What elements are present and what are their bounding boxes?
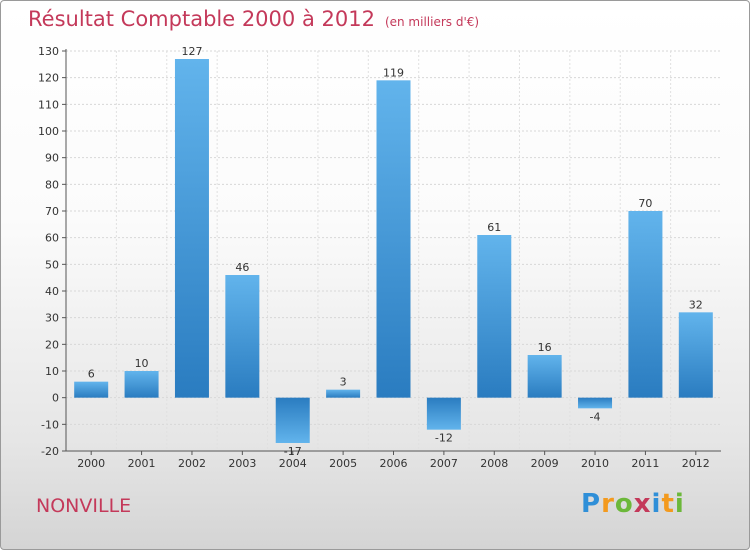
proxiti-logo: Proxiti — [581, 489, 685, 519]
y-tick-label: 50 — [45, 258, 59, 271]
y-tick-label: 70 — [45, 205, 59, 218]
value-label-2002: 127 — [181, 45, 202, 58]
y-tick-label: 110 — [38, 98, 59, 111]
logo-letter: o — [614, 489, 634, 519]
x-tick-label-2001: 2001 — [128, 457, 156, 470]
value-label-2009: 16 — [538, 341, 552, 354]
value-label-2005: 3 — [340, 376, 347, 389]
bar-2010 — [578, 397, 613, 409]
bar-2000 — [74, 381, 109, 398]
logo-letter: i — [674, 489, 685, 519]
value-label-2012: 32 — [689, 298, 703, 311]
x-tick-label-2009: 2009 — [531, 457, 559, 470]
logo-letter: i — [651, 489, 662, 519]
x-tick-label-2010: 2010 — [581, 457, 609, 470]
logo-letter: t — [661, 489, 675, 519]
value-label-2003: 46 — [235, 261, 249, 274]
x-tick-label-2006: 2006 — [380, 457, 408, 470]
bar-2005 — [326, 389, 361, 398]
x-tick-label-2003: 2003 — [228, 457, 256, 470]
bar-2009 — [527, 355, 562, 398]
x-tick-label-2012: 2012 — [682, 457, 710, 470]
bar-2008 — [477, 235, 512, 398]
logo-letter: x — [633, 489, 652, 519]
y-tick-label: -20 — [41, 445, 59, 458]
x-tick-label-2004: 2004 — [279, 457, 307, 470]
y-tick-label: -10 — [41, 418, 59, 431]
title-text: Résultat Comptable 2000 à 2012 — [28, 7, 375, 31]
y-tick-label: 90 — [45, 152, 59, 165]
y-tick-label: 10 — [45, 365, 59, 378]
bar-2003 — [225, 275, 260, 398]
y-tick-label: 60 — [45, 232, 59, 245]
bar-2002 — [174, 59, 209, 398]
value-label-2007: -12 — [435, 432, 453, 445]
chart-subtitle: (en milliers d'€) — [384, 15, 480, 29]
y-tick-label: 0 — [52, 392, 59, 405]
y-tick-label: 20 — [45, 338, 59, 351]
y-tick-label: 130 — [38, 45, 59, 58]
axes — [62, 49, 721, 455]
value-label-2008: 61 — [487, 221, 501, 234]
y-tick-label: 120 — [38, 72, 59, 85]
bar-2012 — [678, 312, 713, 398]
bar-2001 — [124, 371, 159, 398]
y-tick-label: 40 — [45, 285, 59, 298]
value-label-2011: 70 — [638, 197, 652, 210]
commune-name: NONVILLE — [36, 495, 132, 517]
x-tick-label-2000: 2000 — [77, 457, 105, 470]
x-tick-label-2002: 2002 — [178, 457, 206, 470]
value-label-2010: -4 — [590, 410, 601, 423]
y-tick-label: 100 — [38, 125, 59, 138]
bar-2011 — [628, 211, 663, 398]
bar-2006 — [376, 80, 411, 398]
bar-2007 — [426, 397, 461, 430]
logo-letter: P — [581, 489, 602, 519]
value-label-2006: 119 — [383, 66, 404, 79]
value-label-2001: 10 — [135, 357, 149, 370]
x-tick-label-2005: 2005 — [329, 457, 357, 470]
value-label-2004: -17 — [284, 445, 302, 458]
bars — [74, 59, 713, 443]
logo-letter: r — [601, 489, 615, 519]
y-tick-label: 30 — [45, 312, 59, 325]
bar-2004 — [275, 397, 310, 443]
x-tick-label-2008: 2008 — [480, 457, 508, 470]
y-tick-label: 80 — [45, 178, 59, 191]
x-tick-label-2011: 2011 — [631, 457, 659, 470]
chart-title: Résultat Comptable 2000 à 2012 (en millie… — [28, 7, 479, 31]
value-label-2000: 6 — [88, 368, 95, 381]
x-tick-label-2007: 2007 — [430, 457, 458, 470]
labels: -20 -10 0 10 20 30 40 50 60 70 80 90 100 110 120 130 6 20… — [38, 45, 710, 470]
